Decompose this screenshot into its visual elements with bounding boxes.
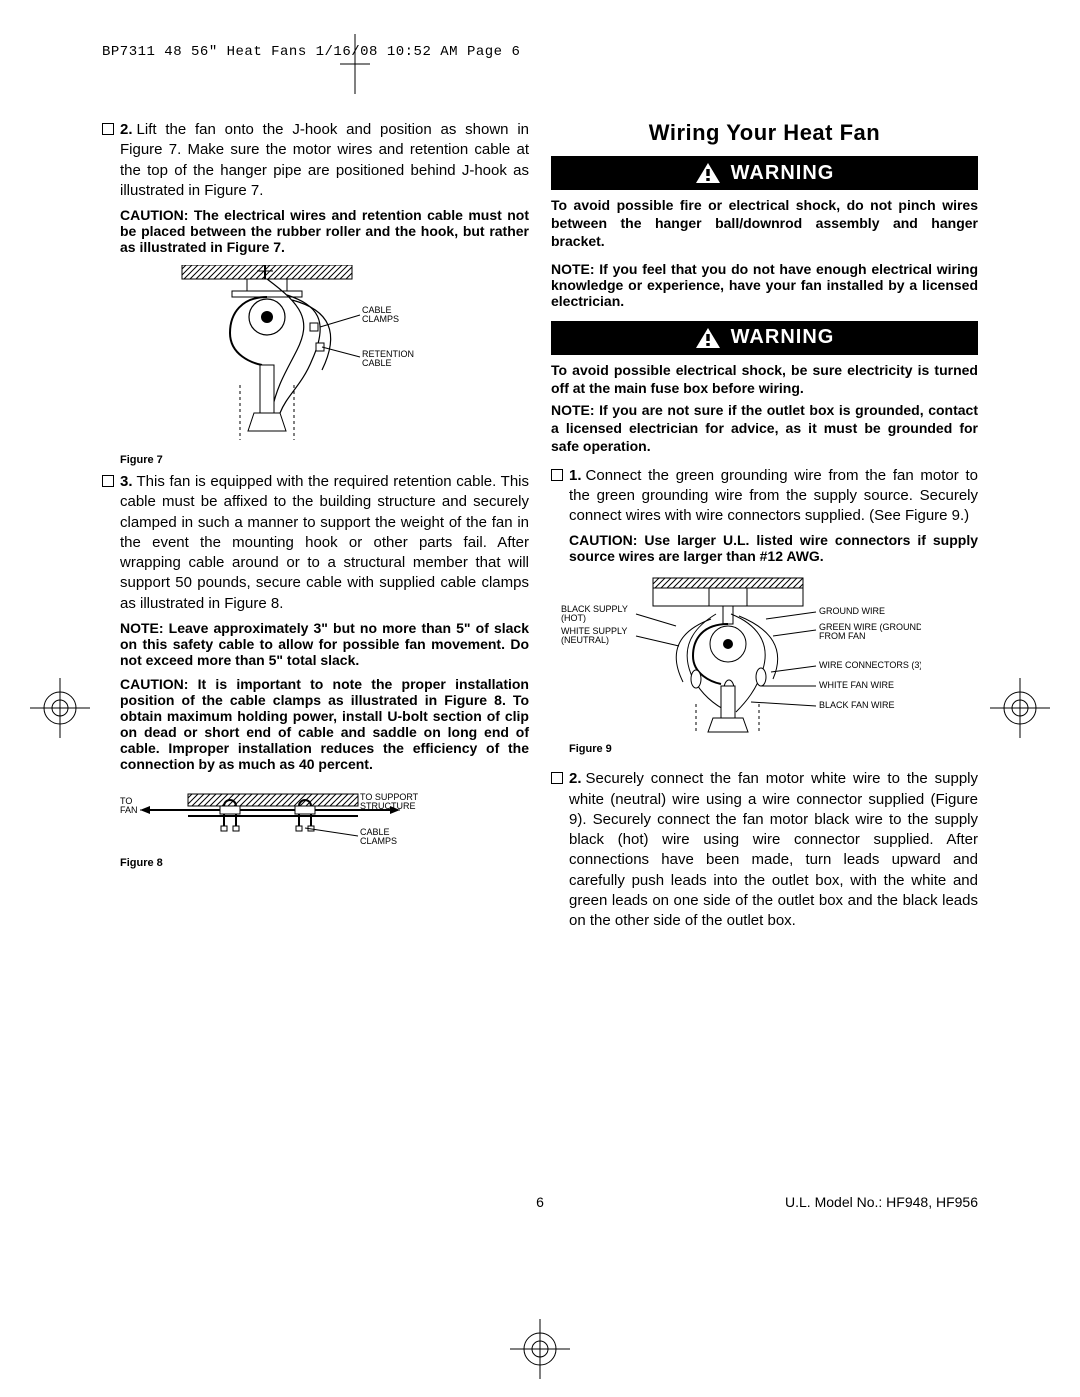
figure-7-label: Figure 7 — [120, 454, 529, 466]
step-text: This fan is equipped with the required r… — [120, 473, 529, 612]
figure-7-diagram: CABLE CLAMPS RETENTION CABLE — [162, 265, 529, 450]
figure-9-diagram: BLACK SUPPLY (HOT) WHITE SUPPLY (NEUTRAL… — [561, 574, 978, 739]
fold-mark-icon — [340, 34, 370, 94]
step-text: Connect the green grounding wire from th… — [569, 467, 978, 525]
note-text: NOTE: Leave approximately 3" but no more… — [120, 620, 529, 668]
two-columns: 2.Lift the fan onto the J-hook and posit… — [102, 120, 978, 937]
step-2: 2.Lift the fan onto the J-hook and posit… — [102, 120, 529, 201]
checkbox-icon — [551, 772, 563, 784]
warning-triangle-icon — [695, 327, 721, 349]
svg-text:STRUCTURE: STRUCTURE — [360, 801, 416, 811]
warning-banner: WARNING — [551, 321, 978, 355]
svg-text:BLACK FAN WIRE: BLACK FAN WIRE — [819, 700, 895, 710]
step-1-wiring: 1.Connect the green grounding wire from … — [551, 466, 978, 527]
warning-box-note: NOTE: If you are not sure if the outlet … — [551, 401, 978, 456]
svg-text:GROUND WIRE: GROUND WIRE — [819, 606, 885, 616]
step-2-wiring: 2.Securely connect the fan motor white w… — [551, 769, 978, 931]
figure-8-label: Figure 8 — [120, 857, 529, 869]
right-column: Wiring Your Heat Fan WARNING To avoid po… — [551, 120, 978, 937]
fig7-label-cable2: CABLE — [362, 358, 392, 368]
left-column: 2.Lift the fan onto the J-hook and posit… — [102, 120, 529, 937]
step-number: 1. — [569, 467, 582, 484]
svg-text:FROM FAN: FROM FAN — [819, 631, 866, 641]
print-header: BP7311 48 56" Heat Fans 1/16/08 10:52 AM… — [102, 44, 978, 60]
crop-mark-icon — [510, 1319, 570, 1379]
svg-text:FAN: FAN — [120, 805, 138, 815]
checkbox-icon — [102, 123, 114, 135]
step-text: Securely connect the fan motor white wir… — [569, 770, 978, 929]
checkbox-icon — [551, 469, 563, 481]
model-number: U.L. Model No.: HF948, HF956 — [785, 1194, 978, 1210]
step-number: 2. — [120, 121, 133, 138]
warning-box-text: To avoid possible fire or electrical sho… — [551, 196, 978, 251]
warning-label: WARNING — [731, 162, 835, 185]
figure-8-diagram: TO FAN TO SUPPORT STRUCTURE CABLE CLAMPS — [120, 788, 529, 853]
crop-mark-icon — [30, 678, 90, 738]
crop-mark-icon — [990, 678, 1050, 738]
fig7-label-clamps: CLAMPS — [362, 314, 399, 324]
page-number: 6 — [536, 1194, 544, 1210]
section-title: Wiring Your Heat Fan — [551, 120, 978, 146]
warning-box-text: To avoid possible electrical shock, be s… — [551, 361, 978, 397]
warning-triangle-icon — [695, 162, 721, 184]
caution-text: CAUTION: The electrical wires and retent… — [120, 207, 529, 255]
svg-text:(NEUTRAL): (NEUTRAL) — [561, 635, 609, 645]
caution-text: CAUTION: Use larger U.L. listed wire con… — [569, 532, 978, 564]
step-text: Lift the fan onto the J-hook and positio… — [120, 121, 529, 199]
svg-text:(HOT): (HOT) — [561, 613, 586, 623]
svg-text:WHITE FAN WIRE: WHITE FAN WIRE — [819, 680, 894, 690]
warning-banner: WARNING — [551, 156, 978, 190]
step-number: 2. — [569, 770, 582, 787]
step-number: 3. — [120, 473, 133, 490]
note-text: NOTE: If you feel that you do not have e… — [551, 261, 978, 309]
svg-text:WIRE CONNECTORS (3): WIRE CONNECTORS (3) — [819, 660, 921, 670]
svg-text:CLAMPS: CLAMPS — [360, 836, 397, 846]
caution-text: CAUTION: It is important to note the pro… — [120, 676, 529, 772]
page: BP7311 48 56" Heat Fans 1/16/08 10:52 AM… — [102, 44, 978, 1344]
figure-9-label: Figure 9 — [569, 743, 978, 755]
step-3: 3.This fan is equipped with the required… — [102, 472, 529, 614]
warning-label: WARNING — [731, 326, 835, 349]
checkbox-icon — [102, 475, 114, 487]
